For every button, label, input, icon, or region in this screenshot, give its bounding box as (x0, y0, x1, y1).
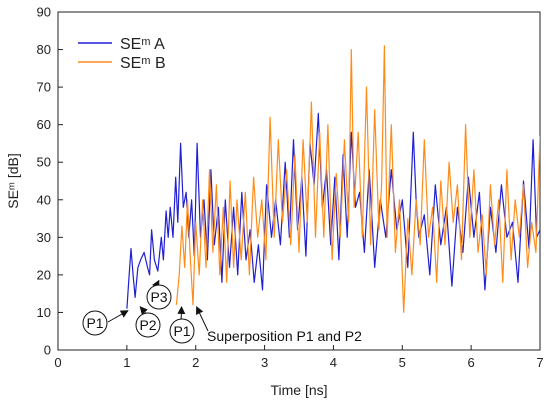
y-tick-label: 60 (37, 117, 51, 132)
series-layer (126, 45, 540, 313)
x-tick-label: 6 (468, 355, 475, 370)
legend-label-b: SEᵐ B (120, 55, 166, 72)
y-tick-label: 0 (44, 343, 51, 358)
annotation-circle (135, 312, 161, 338)
x-axis-title: Time [ns] (270, 382, 327, 398)
y-axis-title: SEᵐ [dB] (5, 153, 21, 209)
annotation-label: Superposition P1 and P2 (207, 328, 362, 344)
y-tick-label: 40 (37, 192, 51, 207)
series-line-a (126, 112, 540, 309)
annotation-label: P3 (150, 289, 167, 305)
plot-area (57, 11, 541, 351)
x-tick-label: 1 (123, 355, 130, 370)
x-tick-label: 5 (399, 355, 406, 370)
annotation-circle (82, 310, 108, 336)
x-tick-label: 4 (330, 355, 337, 370)
y-tick-label: 70 (37, 80, 51, 95)
annotation-layer: P1 P2 P3 P1 Superposition P1 and P2 (82, 279, 362, 344)
annotation-label: P1 (86, 315, 103, 331)
annotation-label: P2 (139, 317, 156, 333)
annotation-arrow (196, 306, 209, 332)
annotation-circle (146, 284, 172, 310)
legend-label-a: SEᵐ A (120, 36, 165, 53)
series-line-b (175, 45, 540, 313)
annotation-label: P1 (173, 323, 190, 339)
y-tick-label: 30 (37, 230, 51, 245)
y-axis: 0 10 20 30 40 50 60 70 80 90 (37, 5, 63, 358)
annotation-circle (169, 318, 195, 344)
y-tick-label: 50 (37, 155, 51, 170)
y-tick-label: 90 (37, 5, 51, 20)
x-tick-label: 0 (54, 355, 61, 370)
y-tick-label: 10 (37, 305, 51, 320)
annotation-arrow (107, 310, 129, 323)
legend: SEᵐ A SEᵐ B (78, 36, 166, 72)
y-tick-label: 20 (37, 267, 51, 282)
x-tick-label: 2 (192, 355, 199, 370)
x-tick-label: 7 (536, 355, 543, 370)
x-axis: 0 1 2 3 4 5 6 7 (54, 345, 544, 370)
x-tick-label: 3 (261, 355, 268, 370)
y-tick-label: 80 (37, 42, 51, 57)
